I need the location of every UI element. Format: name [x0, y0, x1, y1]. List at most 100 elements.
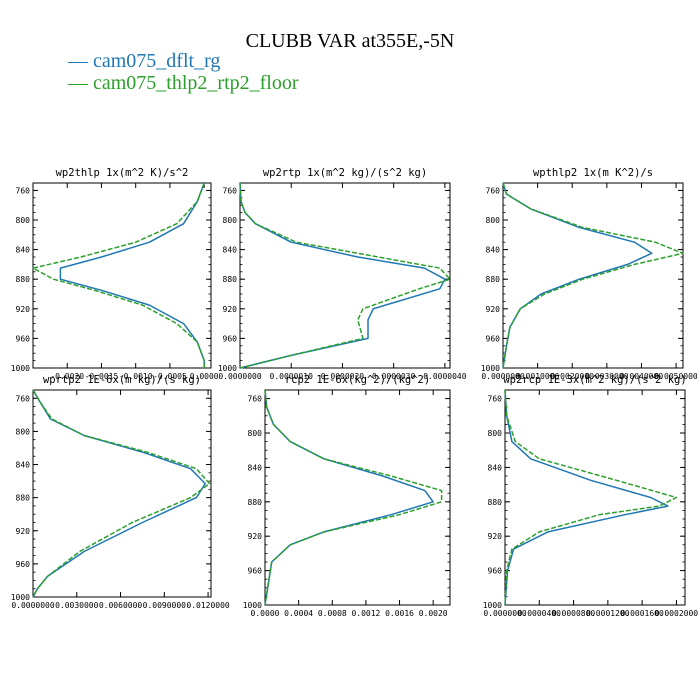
y-tick-label: 1000 [218, 364, 237, 373]
y-tick-label: 880 [248, 498, 263, 507]
x-tick-label: 0.0000000 [218, 372, 262, 381]
y-tick-label: 1000 [481, 364, 500, 373]
x-tick-label: 0.0000 [190, 372, 219, 381]
x-tick-label: 0.0004 [284, 609, 313, 618]
series-line-floor [32, 182, 205, 368]
y-tick-label: 880 [488, 498, 503, 507]
y-tick-label: 840 [223, 246, 238, 255]
y-tick-label: 760 [248, 395, 263, 404]
panel-title: wpthlp2 1x(m K^2)/s [533, 167, 653, 179]
x-tick-label: -0.0010 [119, 372, 153, 381]
panel-wprtp2: wprtp2 1E-6x(m kg)/(s kg) 760 800 840 880 920… [11, 374, 230, 610]
y-tick-label: 800 [16, 427, 31, 436]
y-tick-label: 800 [248, 429, 263, 438]
y-tick-label: 960 [16, 334, 31, 343]
x-tick-label: 0.0050000 [654, 372, 698, 381]
panel-wp2thlp: wp2thlp 1x(m^2 K)/s^2 760 800 840 880 920 960 1… [11, 167, 219, 381]
legend-entry-floor: — cam075_thlp2_rtp2_floor [68, 72, 299, 94]
x-tick-label: 0.0020 [419, 609, 448, 618]
panel-title: wp2rtp 1x(m^2 kg)/(s^2 kg) [263, 167, 427, 179]
x-tick-label: 0.0016 [385, 609, 414, 618]
y-tick-label: 800 [486, 216, 501, 225]
x-tick-label: 0.0008 [318, 609, 347, 618]
series-line-dflt [264, 389, 434, 606]
series-line-floor [32, 389, 211, 598]
series-line-dflt [502, 182, 653, 369]
x-tick-label: 0.0001600 [620, 609, 664, 618]
plot-frame [32, 182, 212, 369]
y-tick-label: 800 [16, 216, 31, 225]
series-line-dflt [32, 389, 206, 598]
y-tick-label: 840 [248, 463, 263, 472]
x-tick-label: 0.0090000 [143, 601, 187, 610]
plot-frame [502, 182, 684, 369]
x-tick-label: 0.0030000 [585, 372, 629, 381]
x-tick-label: 0.0000030 [372, 372, 416, 381]
series-line-dflt [504, 389, 669, 606]
x-tick-label: 0.0030000 [55, 601, 99, 610]
y-tick-label: 960 [16, 560, 31, 569]
plot-frame [239, 182, 451, 369]
series-line-dflt [59, 182, 205, 368]
y-tick-label: 920 [223, 305, 238, 314]
series-line-dflt [239, 182, 446, 369]
x-tick-label: 0.0000000 [481, 372, 525, 381]
x-tick-label: -0.0020 [50, 372, 84, 381]
y-tick-label: 920 [486, 305, 501, 314]
series-line-floor [264, 389, 443, 606]
panel-title: wprtp2 1E-6x(m kg)/(s kg) [43, 374, 201, 386]
series-line-floor [502, 182, 684, 369]
y-tick-label: 760 [486, 186, 501, 195]
y-tick-label: 960 [488, 567, 503, 576]
x-tick-label: -0.0015 [85, 372, 119, 381]
y-tick-label: 880 [223, 275, 238, 284]
panel-rcp2: rcp2 1E-6x(kg^2)/(kg^2) 760 800 840 880 920 96… [243, 374, 451, 618]
y-tick-label: 880 [486, 275, 501, 284]
y-tick-label: 760 [16, 186, 31, 195]
y-tick-label: 880 [16, 275, 31, 284]
x-tick-label: 0.0000400 [518, 609, 562, 618]
y-tick-label: 920 [488, 532, 503, 541]
x-tick-label: 0.0000000 [11, 601, 55, 610]
x-tick-label: 0.0040000 [620, 372, 664, 381]
y-tick-label: 920 [16, 527, 31, 536]
x-tick-label: 0.0000040 [423, 372, 467, 381]
y-tick-label: 840 [486, 246, 501, 255]
y-tick-label: 880 [16, 494, 31, 503]
y-tick-label: 1000 [243, 601, 262, 610]
x-tick-label: 0.0010000 [516, 372, 560, 381]
y-tick-label: 960 [486, 334, 501, 343]
y-tick-label: 840 [16, 246, 31, 255]
x-tick-label: 0.0060000 [99, 601, 143, 610]
x-tick-label: 0.0000800 [552, 609, 596, 618]
panel-wp2rcp: wp2rcp 1E-3x(m^2 kg)/(s^2 kg)760 800 840 88… [483, 374, 699, 618]
x-tick-label: 0.0000010 [270, 372, 314, 381]
y-tick-label: 800 [488, 429, 503, 438]
y-tick-label: 960 [223, 334, 238, 343]
x-tick-label: 0.0002000 [655, 609, 699, 618]
y-tick-label: 840 [488, 463, 503, 472]
y-tick-label: 960 [248, 567, 263, 576]
x-tick-label: 0.0012 [351, 609, 380, 618]
series-line-floor [504, 389, 678, 606]
panel-wpthlp2: wpthlp2 1x(m K^2)/s 760 800 840 880 920 960 100… [481, 167, 698, 381]
x-tick-label: 0.0120000 [186, 601, 230, 610]
y-tick-label: 800 [223, 216, 238, 225]
series-line-floor [239, 182, 451, 369]
y-tick-label: 920 [248, 532, 263, 541]
x-tick-label: 0.0020000 [551, 372, 595, 381]
x-tick-label: 0.0001200 [586, 609, 630, 618]
x-tick-label: 0.0000 [251, 609, 280, 618]
x-tick-label: 0.0000020 [321, 372, 365, 381]
legend-entry-dflt: — cam075_dflt_rg [68, 50, 221, 72]
y-tick-label: 760 [488, 395, 503, 404]
y-tick-label: 920 [16, 305, 31, 314]
y-tick-label: 1000 [11, 593, 30, 602]
panel-wp2rtp: wp2rtp 1x(m^2 kg)/(s^2 kg) 760 800 840 880 92… [218, 167, 467, 381]
panel-title: rcp2 1E-6x(kg^2)/(kg^2) [285, 374, 430, 386]
x-tick-label: -0.0005 [153, 372, 187, 381]
plot-frame [32, 389, 212, 598]
panel-title: wp2rcp 1E-3x(m^2 kg)/(s^2 kg) [503, 374, 686, 386]
figure-title: CLUBB VAR at355E,-5N [245, 30, 455, 52]
